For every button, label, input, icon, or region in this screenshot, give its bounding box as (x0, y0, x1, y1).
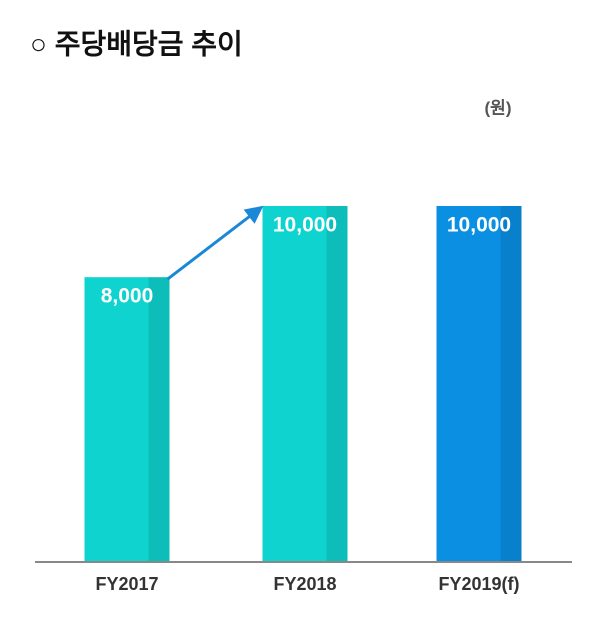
value-label: 8,000 (101, 285, 154, 308)
x-tick-label: FY2018 (273, 574, 336, 594)
bar-shade (148, 277, 170, 562)
x-tick-label: FY2019(f) (438, 574, 519, 594)
unit-label: (원) (485, 98, 512, 117)
bar (262, 206, 348, 562)
value-label: 10,000 (447, 214, 511, 237)
chart-title: ○ 주당배당금 추이 (30, 28, 243, 59)
bar-shade (500, 206, 522, 562)
bar-shade (326, 206, 348, 562)
x-tick-label: FY2017 (95, 574, 158, 594)
trend-arrow (166, 205, 264, 281)
value-label: 10,000 (273, 214, 337, 237)
bar (84, 277, 170, 562)
bar (436, 206, 522, 562)
